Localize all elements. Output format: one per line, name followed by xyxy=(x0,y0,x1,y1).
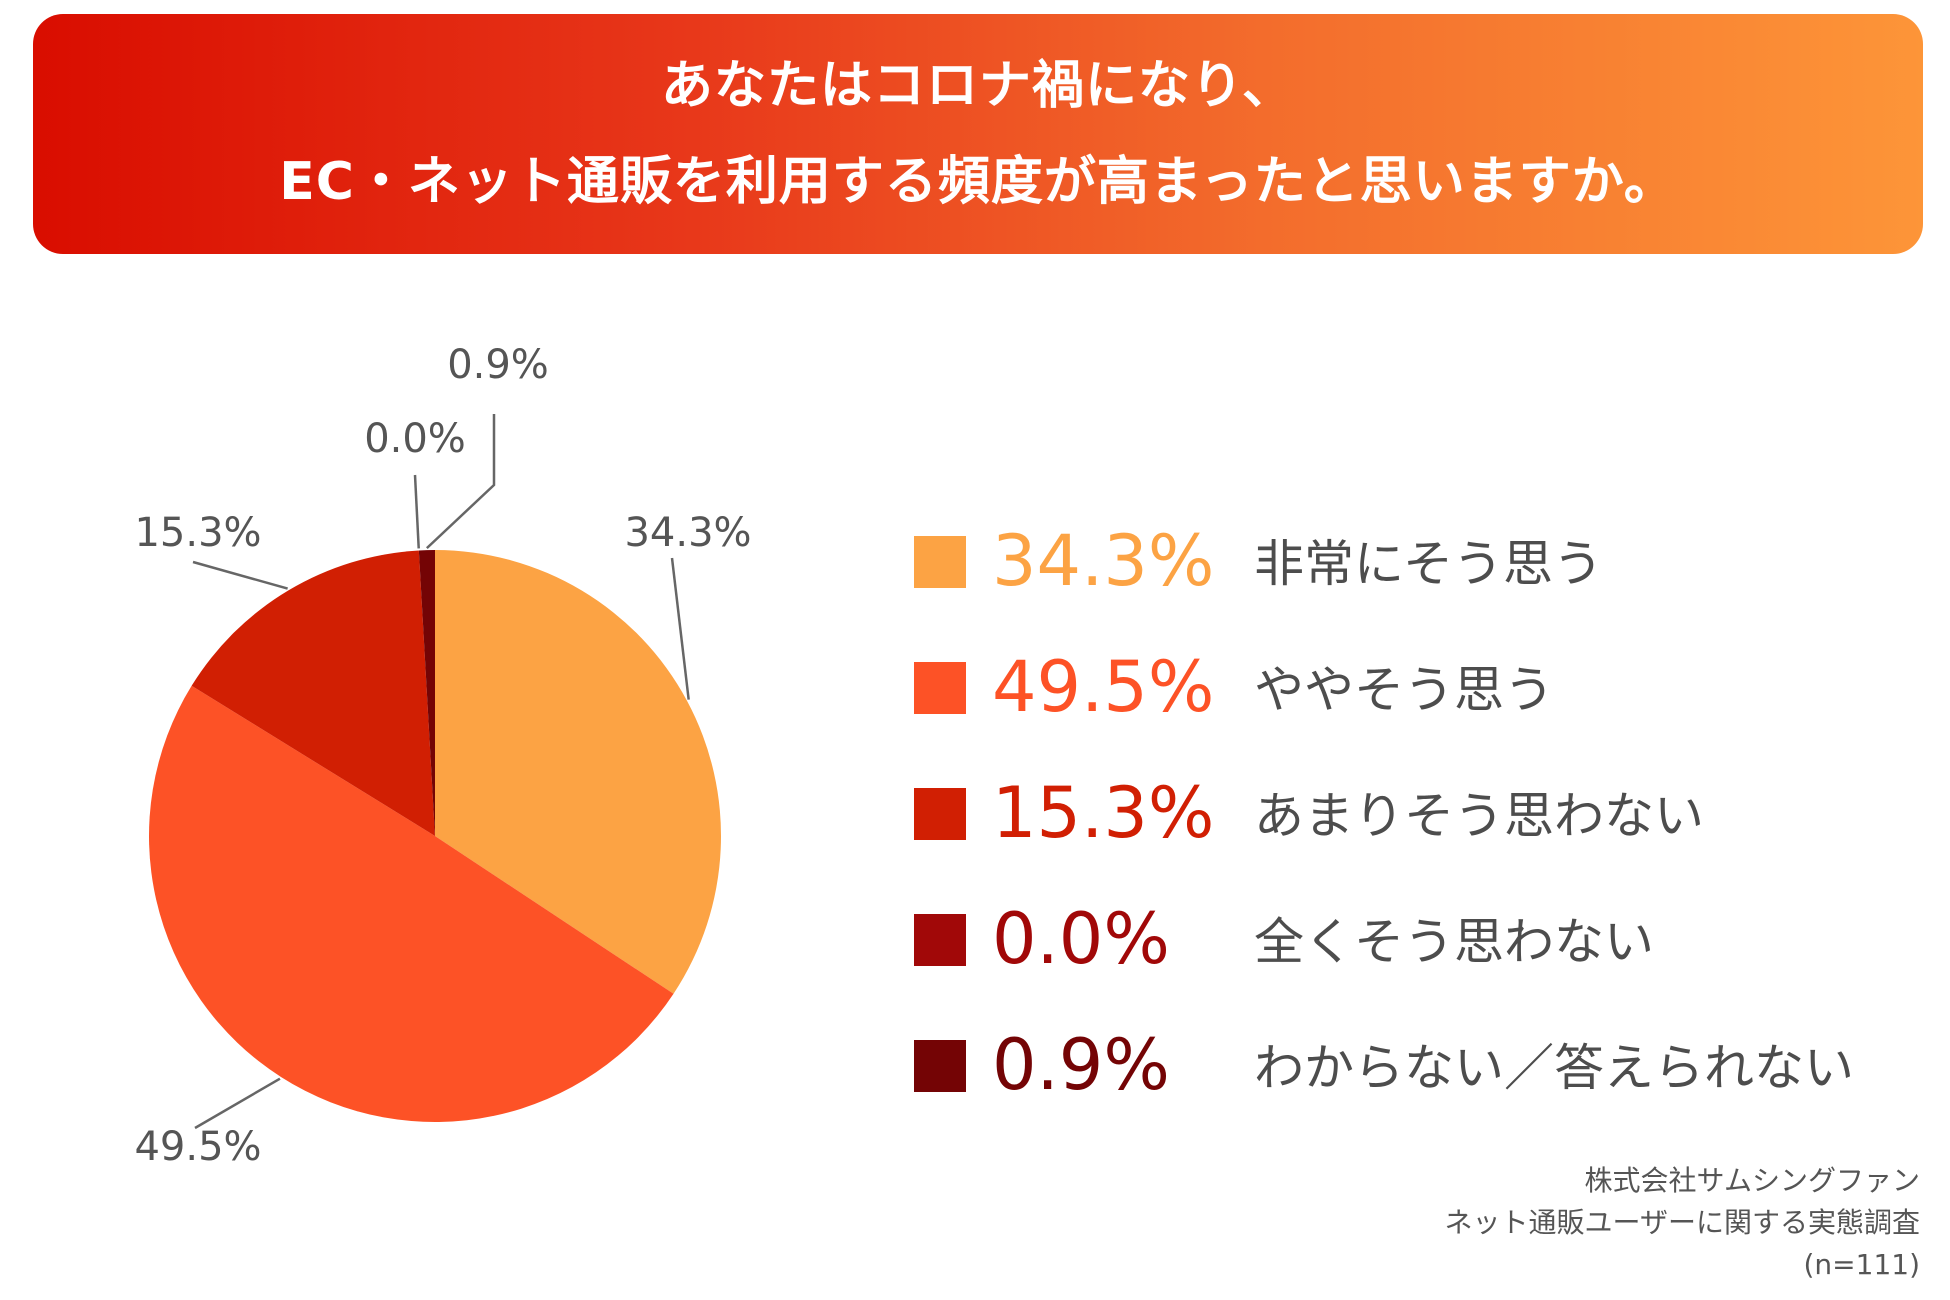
legend-item-not-much: 15.3% あまりそう思わない xyxy=(914,762,1914,888)
pie-value-label-4: 0.9% xyxy=(447,342,549,388)
legend-swatch xyxy=(914,788,966,840)
leader-line-2 xyxy=(192,560,288,590)
source-company: 株式会社サムシングファン xyxy=(1584,1164,1920,1197)
leader-line-0 xyxy=(670,557,690,700)
legend-item-very-much: 34.3% 非常にそう思う xyxy=(914,510,1914,636)
pie-value-label-1: 49.5% xyxy=(134,1124,261,1170)
legend-swatch xyxy=(914,536,966,588)
pie-labels: 34.3% 49.5% 15.3% 0.0% 0.9% xyxy=(134,342,751,1170)
legend-value: 15.3% xyxy=(992,772,1215,854)
legend-label: ややそう思う xyxy=(1254,661,1554,719)
title-line-2: EC・ネット通販を利用する頻度が高まったと思いますか。 xyxy=(279,152,1677,212)
legend-swatch xyxy=(914,914,966,966)
pie-value-label-3: 0.0% xyxy=(364,416,466,462)
legend: 34.3% 非常にそう思う 49.5% ややそう思う 15.3% あまりそう思わ… xyxy=(914,510,1914,1140)
legend-swatch xyxy=(914,1040,966,1092)
title-banner: あなたはコロナ禍になり、 EC・ネット通販を利用する頻度が高まったと思いますか。 xyxy=(33,14,1923,254)
legend-label: わからない／答えられない xyxy=(1254,1039,1854,1097)
source-survey: ネット通販ユーザーに関する実態調査 xyxy=(1444,1206,1920,1239)
legend-label: あまりそう思わない xyxy=(1254,787,1704,845)
legend-label: 非常にそう思う xyxy=(1254,535,1603,593)
legend-value: 0.9% xyxy=(992,1024,1170,1106)
pie-value-label-0: 34.3% xyxy=(624,510,751,556)
legend-value: 49.5% xyxy=(992,646,1215,728)
pie-leaders xyxy=(192,414,690,1130)
pie-slice-1 xyxy=(149,685,674,1122)
source-note: 株式会社サムシングファン ネット通販ユーザーに関する実態調査 (n=111) xyxy=(1445,1160,1920,1286)
legend-item-somewhat: 49.5% ややそう思う xyxy=(914,636,1914,762)
leader-line-1 xyxy=(194,1077,281,1130)
legend-item-dont-know: 0.9% わからない／答えられない xyxy=(914,1014,1914,1140)
legend-swatch xyxy=(914,662,966,714)
legend-item-not-at-all: 0.0% 全くそう思わない xyxy=(914,888,1914,1014)
pie-slice-0 xyxy=(435,550,721,994)
leader-line-3 xyxy=(413,474,420,549)
leader-line-4 xyxy=(426,414,496,550)
pie-slice-4 xyxy=(418,550,435,836)
pie-slices xyxy=(149,550,721,1122)
pie-chart: 34.3% 49.5% 15.3% 0.0% 0.9% xyxy=(134,342,751,1170)
pie-value-label-2: 15.3% xyxy=(134,510,261,556)
legend-label: 全くそう思わない xyxy=(1254,913,1654,971)
title-line-1: あなたはコロナ禍になり、 xyxy=(661,56,1295,116)
legend-value: 0.0% xyxy=(992,898,1170,980)
legend-value: 34.3% xyxy=(992,520,1215,602)
pie-slice-2 xyxy=(191,550,435,836)
source-sample-size: (n=111) xyxy=(1803,1248,1921,1281)
